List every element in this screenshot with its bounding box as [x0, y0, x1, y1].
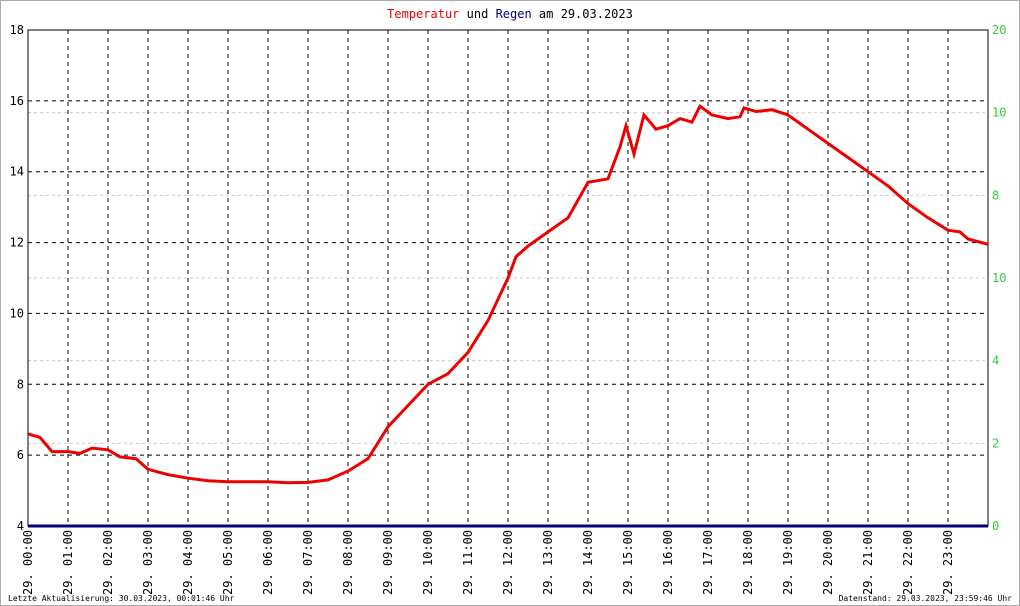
- x-tick-label: 29. 08:00: [341, 530, 355, 595]
- y2-tick-label: 10: [992, 271, 1006, 285]
- y-tick-label: 10: [10, 306, 24, 320]
- x-tick-label: 29. 11:00: [461, 530, 475, 595]
- y2-tick-label: 0: [992, 519, 999, 533]
- y-tick-label: 6: [17, 448, 24, 462]
- x-tick-label: 29. 17:00: [701, 530, 715, 595]
- x-tick-label: 29. 09:00: [381, 530, 395, 595]
- y-tick-label: 4: [17, 519, 24, 533]
- y2-tick-label: 10: [992, 106, 1006, 120]
- x-tick-label: 29. 19:00: [781, 530, 795, 595]
- title-part: am 29.03.2023: [539, 7, 633, 21]
- x-tick-label: 29. 06:00: [261, 530, 275, 595]
- y2-tick-label: 2: [992, 436, 999, 450]
- x-tick-label: 29. 12:00: [501, 530, 515, 595]
- title-part: Temperatur: [387, 7, 459, 21]
- y-tick-label: 18: [10, 23, 24, 37]
- x-tick-label: 29. 13:00: [541, 530, 555, 595]
- y2-tick-label: 8: [992, 188, 999, 202]
- y2-tick-label: 20: [992, 23, 1006, 37]
- y-tick-label: 14: [10, 165, 24, 179]
- x-tick-label: 29. 04:00: [181, 530, 195, 595]
- x-tick-label: 29. 05:00: [221, 530, 235, 595]
- x-tick-label: 29. 16:00: [661, 530, 675, 595]
- title-part: und: [467, 7, 489, 21]
- x-tick-label: 29. 03:00: [141, 530, 155, 595]
- x-tick-label: 29. 20:00: [821, 530, 835, 595]
- y-tick-label: 8: [17, 377, 24, 391]
- chart-title: Temperatur und Regen am 29.03.2023: [387, 7, 633, 21]
- x-tick-label: 29. 23:00: [941, 530, 955, 595]
- x-tick-label: 29. 21:00: [861, 530, 875, 595]
- x-tick-label: 29. 15:00: [621, 530, 635, 595]
- title-part: Regen: [496, 7, 532, 21]
- x-tick-label: 29. 14:00: [581, 530, 595, 595]
- y-tick-label: 12: [10, 236, 24, 250]
- footer-left: Letzte Aktualisierung: 30.03.2023, 00:01…: [8, 594, 235, 603]
- x-tick-label: 29. 18:00: [741, 530, 755, 595]
- x-tick-label: 29. 00:00: [21, 530, 35, 595]
- x-tick-label: 29. 10:00: [421, 530, 435, 595]
- series-line: [27, 103, 989, 485]
- x-tick-label: 29. 02:00: [101, 530, 115, 595]
- x-tick-label: 29. 07:00: [301, 530, 315, 595]
- footer-right: Datenstand: 29.03.2023, 23:59:46 Uhr: [839, 594, 1013, 603]
- y-tick-label: 16: [10, 94, 24, 108]
- x-tick-label: 29. 22:00: [901, 530, 915, 595]
- x-tick-label: 29. 01:00: [61, 530, 75, 595]
- y2-tick-label: 4: [992, 354, 999, 368]
